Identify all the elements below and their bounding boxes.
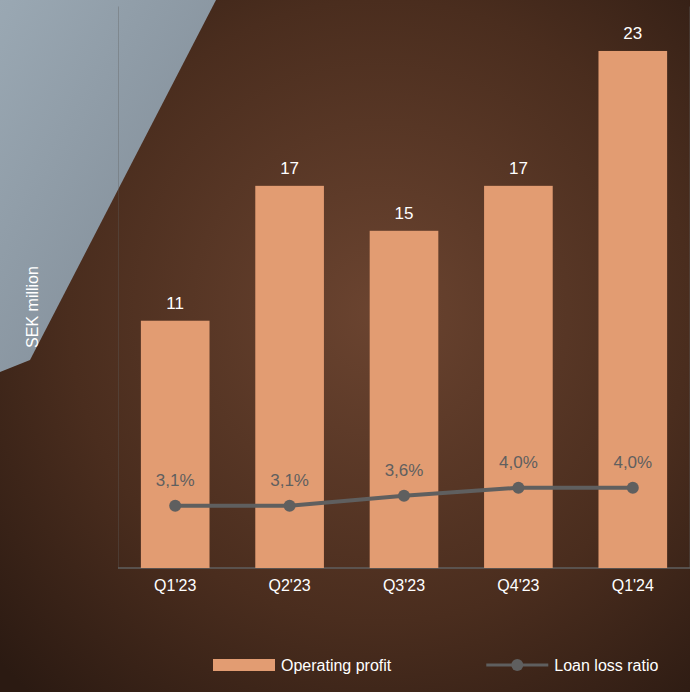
plot-area	[141, 51, 667, 568]
data-label: 3,1%	[156, 471, 195, 490]
legend-item: Operating profit	[213, 657, 392, 674]
data-label: 4,0%	[613, 453, 652, 472]
data-label: 15	[395, 204, 414, 223]
y2-axis-line	[689, 7, 690, 569]
data-label: 4,0%	[499, 453, 538, 472]
legend-label: Loan loss ratio	[554, 657, 658, 674]
legend-marker	[511, 659, 523, 671]
legend-label: Operating profit	[281, 657, 392, 674]
data-label: 11	[166, 294, 184, 313]
background	[0, 0, 690, 692]
bar	[484, 186, 553, 568]
legend: Operating profit Loan loss ratio	[213, 657, 658, 674]
data-label: 17	[280, 159, 299, 178]
x-tick: Q1'23	[154, 568, 196, 594]
y-axis-title: SEK million	[24, 266, 41, 348]
data-label: 3,6%	[385, 461, 424, 480]
x-tick-label: Q3'23	[383, 577, 425, 594]
y-axis	[118, 7, 119, 569]
y2-axis	[689, 7, 690, 569]
data-labels: 11 17 15 17 23 3,1% 3,1% 3,6% 4,0% 4,0%	[156, 24, 652, 490]
background-wedge	[0, 0, 216, 372]
data-label: 3,1%	[270, 471, 309, 490]
line-marker	[169, 500, 181, 512]
x-tick: Q3'23	[383, 568, 425, 594]
x-axis: Q1'23 Q2'23 Q3'23 Q4'23 Q1'24	[118, 568, 690, 594]
bar	[255, 186, 324, 568]
x-tick: Q4'23	[497, 568, 539, 594]
line-marker	[284, 500, 296, 512]
data-label: 17	[509, 159, 528, 178]
x-tick: Q1'24	[612, 568, 654, 594]
x-tick-label: Q4'23	[497, 577, 539, 594]
legend-item: Loan loss ratio	[486, 657, 658, 674]
bar	[370, 231, 439, 568]
legend-swatch	[213, 659, 275, 671]
bar	[598, 51, 667, 568]
bar	[141, 321, 210, 568]
x-tick-label: Q1'23	[154, 577, 196, 594]
x-tick-label: Q1'24	[612, 577, 654, 594]
line	[175, 488, 633, 506]
line-marker	[398, 490, 410, 502]
chart: Q1'23 Q2'23 Q3'23 Q4'23 Q1'24 SEK million 11 17…	[0, 0, 690, 692]
line-marker	[512, 482, 524, 494]
y-axis-line	[118, 7, 119, 569]
line-marker	[627, 482, 639, 494]
x-tick: Q2'23	[268, 568, 310, 594]
x-tick-label: Q2'23	[268, 577, 310, 594]
data-label: 23	[623, 24, 642, 43]
